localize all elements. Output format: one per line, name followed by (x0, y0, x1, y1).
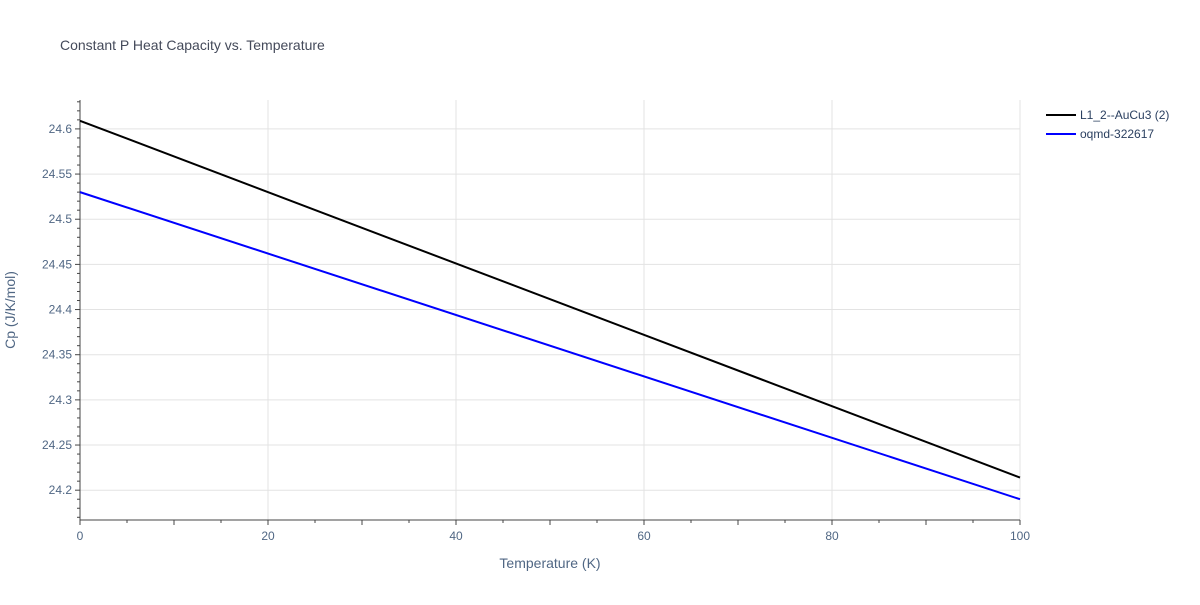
x-tick-label: 60 (637, 529, 651, 543)
y-tick-label: 24.4 (49, 303, 73, 317)
legend-label: L1_2--AuCu3 (2) (1080, 108, 1169, 122)
y-tick-label: 24.25 (42, 438, 72, 452)
y-tick-label: 24.3 (49, 393, 73, 407)
data-series (79, 119, 1021, 501)
y-tick-label: 24.2 (49, 483, 73, 497)
x-tick-label: 20 (261, 529, 275, 543)
y-tick-label: 24.35 (42, 348, 72, 362)
chart-title: Constant P Heat Capacity vs. Temperature (60, 37, 325, 53)
y-tick-label: 24.6 (49, 122, 73, 136)
y-tick-label: 24.5 (49, 212, 73, 226)
x-tick-label: 40 (449, 529, 463, 543)
y-tick-label: 24.55 (42, 167, 72, 181)
axes (75, 100, 1021, 525)
x-tick-label: 80 (825, 529, 839, 543)
grid-lines (80, 100, 1021, 520)
tick-labels: 0 20 40 60 80 100 24.2 24.25 24.3 24.35 24.4 24.45 2… (42, 122, 1030, 543)
legend-item-1[interactable]: L1_2--AuCu3 (2) (1046, 108, 1169, 122)
series-line-2[interactable] (79, 191, 1021, 501)
y-tick-label: 24.45 (42, 257, 72, 271)
legend[interactable]: L1_2--AuCu3 (2) oqmd-322617 (1046, 108, 1169, 141)
legend-label: oqmd-322617 (1080, 127, 1154, 141)
series-line-1[interactable] (79, 119, 1021, 479)
legend-item-2[interactable]: oqmd-322617 (1046, 127, 1154, 141)
x-axis-title: Temperature (K) (499, 555, 600, 571)
x-tick-label: 0 (77, 529, 84, 543)
y-axis-title: Cp (J/K/mol) (2, 271, 18, 349)
x-tick-label: 100 (1010, 529, 1030, 543)
